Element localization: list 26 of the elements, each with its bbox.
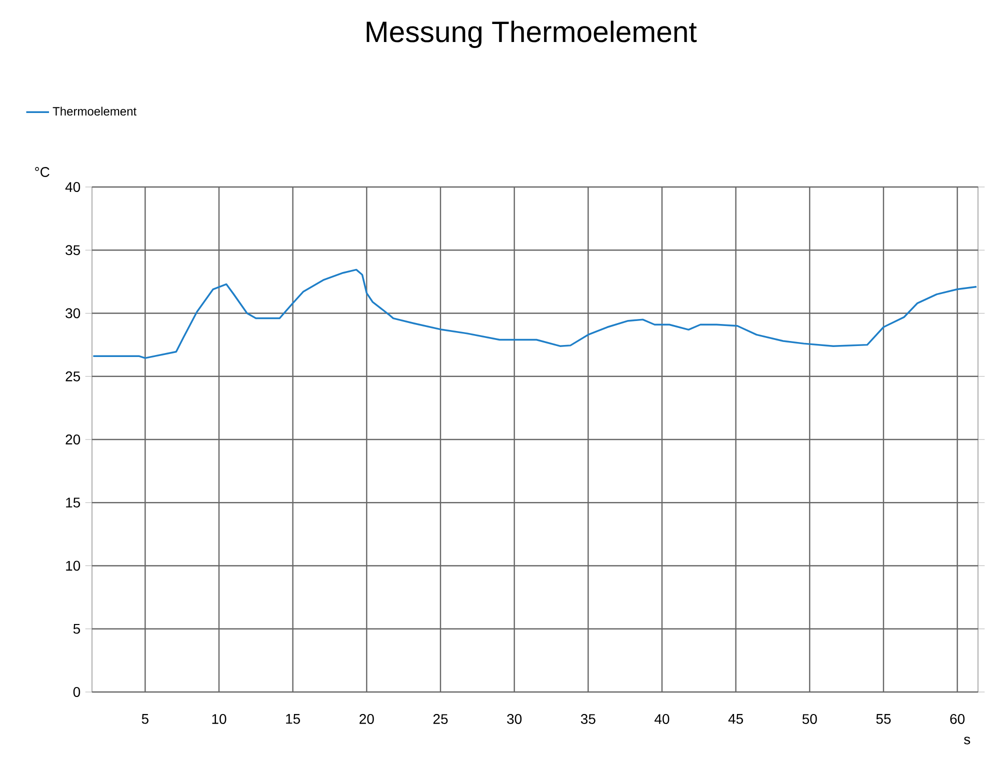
line-series [92,268,978,359]
x-tick-label: 15 [286,714,300,724]
x-tick-label: 50 [802,714,817,724]
x-tick-label: 45 [728,714,744,724]
x-tick-label: 5 [142,714,148,724]
x-tick-label: 55 [876,714,891,724]
x-tick-label: 20 [360,714,374,724]
chart-title: Messung Thermoelement [366,20,697,48]
y-axis-title: °C [35,167,50,177]
y-tick-label: 40 [65,182,80,192]
y-tick-label: 30 [66,308,80,318]
x-tick-label: 25 [433,714,448,724]
x-tick-label: 40 [654,714,670,724]
x-tick-label: 60 [950,714,965,724]
x-tick-label: 10 [212,714,226,724]
y-tick-label: 25 [66,371,80,382]
y-tick-label: 10 [66,560,80,571]
x-tick-label: 30 [507,714,522,724]
y-tick-label: 5 [73,624,80,634]
y-tick-label: 35 [66,245,80,256]
x-tick-label: 35 [580,714,596,724]
y-tick-label: 0 [73,687,80,697]
y-tick-label: 15 [66,498,80,508]
legend-label: Thermoelement [52,106,136,116]
x-axis-title: s [964,736,970,744]
y-tick-label: 20 [66,434,80,444]
